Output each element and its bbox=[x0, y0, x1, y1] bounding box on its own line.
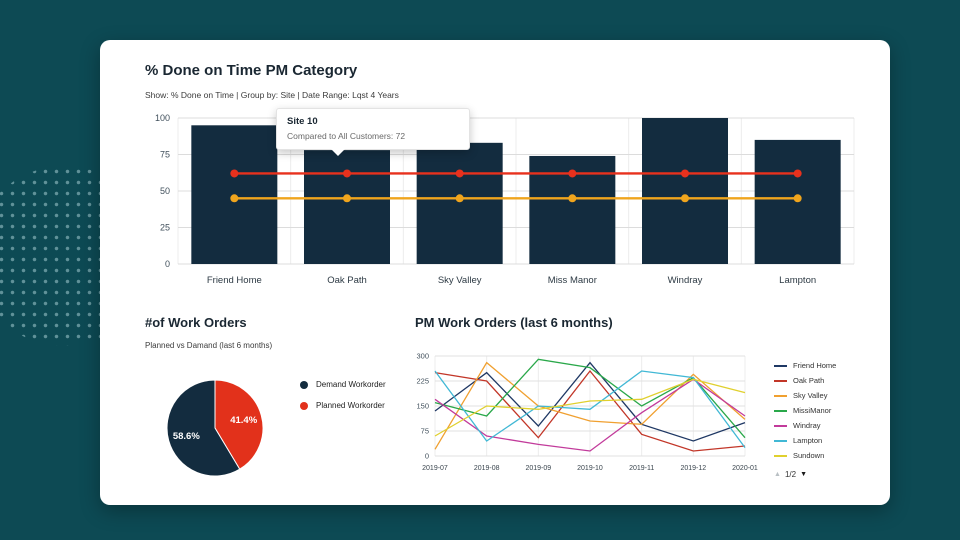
line-chart[interactable]: 2019-07 2019-08 2019-09 2019-10 2019-11 2019-… bbox=[400, 346, 770, 476]
svg-text:Friend Home: Friend Home bbox=[207, 275, 262, 286]
svg-text:50: 50 bbox=[160, 186, 170, 196]
overlay-dot[interactable] bbox=[343, 169, 351, 178]
bar-chart-filters: Show: % Done on Time | Group by: Site | … bbox=[145, 90, 399, 100]
tooltip-title: Site 10 bbox=[287, 116, 318, 127]
line-legend-item[interactable]: Friend Home bbox=[774, 358, 836, 373]
svg-text:0: 0 bbox=[165, 259, 170, 269]
legend-label: Oak Path bbox=[793, 376, 825, 385]
svg-text:75: 75 bbox=[160, 150, 170, 160]
svg-text:Miss Manor: Miss Manor bbox=[548, 275, 597, 286]
svg-text:Sky Valley: Sky Valley bbox=[438, 275, 482, 286]
legend-dot-icon bbox=[300, 401, 308, 410]
svg-text:Lampton: Lampton bbox=[779, 275, 816, 286]
svg-text:0: 0 bbox=[425, 452, 429, 461]
pie-slice[interactable] bbox=[166, 379, 241, 477]
svg-text:2019-07: 2019-07 bbox=[422, 465, 448, 472]
svg-text:300: 300 bbox=[416, 352, 429, 361]
svg-text:2019-09: 2019-09 bbox=[525, 465, 551, 472]
pager-down-icon[interactable]: ▼ bbox=[800, 471, 807, 478]
line-legend-item[interactable]: Windray bbox=[774, 418, 836, 433]
overlay-dot[interactable] bbox=[455, 194, 464, 203]
line-legend-item[interactable]: MissiManor bbox=[774, 403, 836, 418]
pie-legend-item: Planned Workorder bbox=[300, 401, 386, 410]
pager-up-icon[interactable]: ▲ bbox=[774, 471, 781, 478]
legend-label: Planned Workorder bbox=[316, 401, 385, 410]
line-legend-pager: ▲ 1/2 ▼ bbox=[774, 470, 807, 479]
overlay-dot[interactable] bbox=[230, 169, 239, 178]
pie-chart-subtitle: Planned vs Damand (last 6 months) bbox=[145, 341, 273, 350]
svg-text:Windray: Windray bbox=[668, 275, 703, 286]
line-legend-item[interactable]: Sundown bbox=[774, 448, 836, 463]
overlay-dot[interactable] bbox=[793, 194, 802, 203]
legend-label: Sundown bbox=[793, 451, 825, 460]
pager-page-indicator: 1/2 bbox=[784, 470, 797, 479]
svg-text:2019-08: 2019-08 bbox=[474, 465, 500, 472]
svg-text:150: 150 bbox=[416, 402, 429, 411]
svg-text:25: 25 bbox=[160, 223, 170, 233]
legend-dot-icon bbox=[300, 380, 308, 389]
legend-line-icon bbox=[774, 424, 787, 427]
overlay-dot[interactable] bbox=[343, 194, 351, 203]
overlay-dot[interactable] bbox=[681, 169, 689, 178]
bar-4[interactable] bbox=[642, 118, 728, 264]
overlay-dot[interactable] bbox=[793, 169, 802, 178]
svg-text:2019-11: 2019-11 bbox=[629, 465, 654, 472]
svg-text:2019-12: 2019-12 bbox=[680, 465, 706, 472]
bar-2[interactable] bbox=[416, 142, 503, 264]
chart-tooltip: Site 10 Compared to All Customers: 72 bbox=[276, 108, 470, 156]
bar-chart[interactable]: 0 25 50 75 100 Friend Home Oak Path Sky Valley M… bbox=[148, 106, 868, 301]
overlay-dot[interactable] bbox=[230, 194, 239, 203]
overlay-dot[interactable] bbox=[568, 169, 577, 178]
legend-label: Windray bbox=[793, 421, 821, 430]
legend-line-icon bbox=[774, 364, 787, 367]
svg-text:100: 100 bbox=[155, 113, 170, 123]
overlay-dot[interactable] bbox=[455, 169, 464, 178]
series-Oak Path[interactable] bbox=[434, 369, 746, 452]
legend-label: Lampton bbox=[793, 436, 823, 445]
svg-text:58.6%: 58.6% bbox=[173, 431, 200, 442]
legend-label: Demand Workorder bbox=[316, 380, 386, 389]
pie-legend: Demand Workorder Planned Workorder bbox=[300, 380, 386, 422]
legend-line-icon bbox=[774, 409, 787, 412]
svg-text:75: 75 bbox=[421, 427, 429, 436]
legend-line-icon bbox=[774, 439, 787, 442]
series-Friend Home[interactable] bbox=[434, 361, 746, 442]
svg-text:2020-01: 2020-01 bbox=[732, 465, 758, 472]
overlay-dot[interactable] bbox=[568, 194, 577, 203]
legend-line-icon bbox=[774, 394, 787, 397]
line-legend-item[interactable]: Oak Path bbox=[774, 373, 836, 388]
line-legend: Friend Home Oak Path Sky Valley MissiManor W… bbox=[774, 358, 836, 463]
pie-legend-item: Demand Workorder bbox=[300, 380, 386, 389]
bar-chart-area: 0 25 50 75 100 Friend Home Oak Path Sky Valley M… bbox=[148, 106, 868, 301]
legend-label: Sky Valley bbox=[793, 391, 828, 400]
line-legend-item[interactable]: Lampton bbox=[774, 433, 836, 448]
pie-slice[interactable] bbox=[214, 379, 264, 470]
bar-chart-title: % Done on Time PM Category bbox=[145, 62, 358, 79]
svg-text:Oak Path: Oak Path bbox=[327, 275, 367, 286]
series-Lampton[interactable] bbox=[434, 370, 746, 449]
dashboard-card: % Done on Time PM Category Show: % Done … bbox=[100, 40, 890, 505]
pie-chart[interactable]: 41.4% 58.6% bbox=[155, 368, 275, 488]
svg-text:2019-10: 2019-10 bbox=[577, 465, 603, 472]
svg-text:41.4%: 41.4% bbox=[230, 415, 257, 426]
series-Sky Valley[interactable] bbox=[434, 361, 746, 450]
line-chart-title: PM Work Orders (last 6 months) bbox=[415, 315, 613, 330]
svg-text:225: 225 bbox=[416, 377, 429, 386]
line-legend-item[interactable]: Sky Valley bbox=[774, 388, 836, 403]
series-Sundown[interactable] bbox=[434, 378, 746, 437]
pie-chart-title: #of Work Orders bbox=[145, 315, 247, 330]
legend-label: MissiManor bbox=[793, 406, 832, 415]
legend-line-icon bbox=[774, 379, 787, 382]
bar-1[interactable] bbox=[304, 150, 390, 264]
overlay-dot[interactable] bbox=[681, 194, 689, 203]
legend-label: Friend Home bbox=[793, 361, 837, 370]
tooltip-text: Compared to All Customers: 72 bbox=[287, 131, 406, 141]
legend-line-icon bbox=[774, 454, 787, 457]
